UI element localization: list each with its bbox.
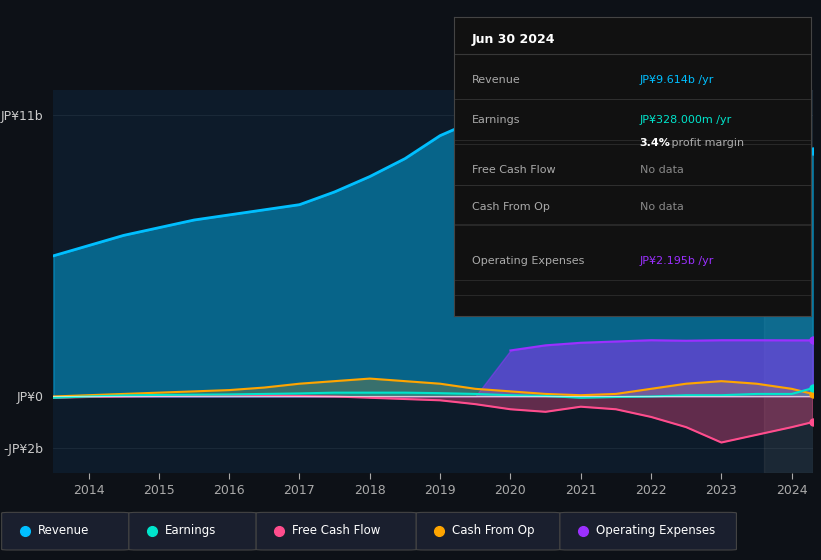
Text: JP¥2.195b /yr: JP¥2.195b /yr bbox=[640, 256, 714, 266]
FancyBboxPatch shape bbox=[129, 512, 256, 550]
Text: JP¥328.000m /yr: JP¥328.000m /yr bbox=[640, 115, 732, 125]
Text: Cash From Op: Cash From Op bbox=[472, 202, 550, 212]
Text: Revenue: Revenue bbox=[472, 74, 521, 85]
Text: profit margin: profit margin bbox=[668, 138, 745, 148]
Text: 3.4%: 3.4% bbox=[640, 138, 671, 148]
FancyBboxPatch shape bbox=[560, 512, 736, 550]
Text: Cash From Op: Cash From Op bbox=[452, 524, 534, 537]
Text: Jun 30 2024: Jun 30 2024 bbox=[472, 33, 555, 46]
Text: No data: No data bbox=[640, 202, 684, 212]
Text: Free Cash Flow: Free Cash Flow bbox=[292, 524, 381, 537]
FancyBboxPatch shape bbox=[256, 512, 416, 550]
Text: No data: No data bbox=[640, 165, 684, 175]
Text: Earnings: Earnings bbox=[165, 524, 217, 537]
Text: Operating Expenses: Operating Expenses bbox=[596, 524, 715, 537]
Text: Revenue: Revenue bbox=[38, 524, 89, 537]
FancyBboxPatch shape bbox=[416, 512, 560, 550]
Bar bbox=[764, 90, 813, 473]
Text: Earnings: Earnings bbox=[472, 115, 521, 125]
Text: Operating Expenses: Operating Expenses bbox=[472, 256, 585, 266]
Text: Free Cash Flow: Free Cash Flow bbox=[472, 165, 556, 175]
FancyBboxPatch shape bbox=[2, 512, 129, 550]
Text: JP¥9.614b /yr: JP¥9.614b /yr bbox=[640, 74, 714, 85]
